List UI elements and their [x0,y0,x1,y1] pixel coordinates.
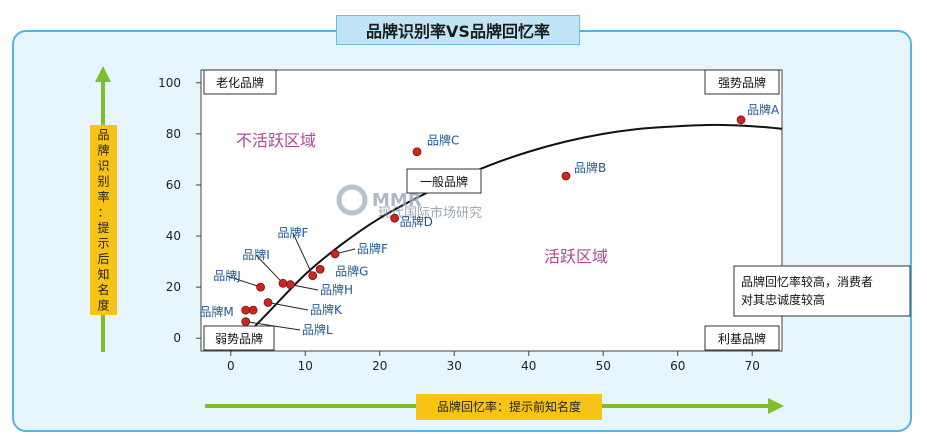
point-label: 品牌C [427,134,459,148]
point-leader-line [290,284,319,291]
data-point [315,264,325,274]
y-axis-label-char: 度 [97,298,109,313]
data-point [263,298,273,307]
x-tick-label: 20 [372,359,387,373]
y-tick-label: 0 [173,331,181,345]
region-inactive: 不活跃区域 [236,131,316,150]
watermark-logo: MMR [372,190,422,211]
y-axis-arrow-head-icon [95,66,111,82]
y-axis-label-char: 识 [97,159,109,173]
y-tick-label: 100 [158,76,181,90]
quadrant-label-strong: 强势品牌 [718,76,766,90]
data-point [248,305,258,315]
plot-area [200,69,783,352]
x-tick-label: 40 [521,359,536,373]
point-leader-line [245,321,301,331]
point-label: 品牌A [747,103,780,117]
data-point [736,115,746,125]
data-point [330,249,340,259]
y-axis-label-char: 率 [97,189,109,204]
data-point [412,147,422,157]
data-point [561,171,571,181]
point-label: 品牌G [335,264,368,278]
x-axis-label: 品牌回忆率：提示前知名度 [437,399,581,414]
point-leader-line [292,232,314,276]
point-label: 品牌H [320,283,353,297]
point-label: 品牌D [400,215,433,229]
point-label: 品牌I [242,248,270,262]
y-tick-label: 80 [166,127,181,141]
point-label: 品牌F [357,242,388,256]
x-tick-label: 0 [227,359,235,373]
data-point [285,280,295,289]
data-point [308,271,318,281]
x-tick-label: 70 [745,359,760,373]
x-tick-label: 50 [596,359,611,373]
quadrant-label-weak-box [203,325,275,351]
x-tick-label: 10 [298,359,313,373]
quadrant-label-strong-box [704,69,780,95]
data-point [256,282,265,292]
y-axis-label-char: 牌 [97,144,109,158]
note-line-1: 品牌回忆率较高，消费者 [741,274,873,289]
x-tick-label: 60 [670,359,685,373]
point-label: 品牌M [199,305,233,319]
quadrant-label-niche: 利基品牌 [718,332,766,346]
y-axis-label-box [90,125,117,315]
point-label: 品牌J [213,269,241,283]
point-leader-line [226,275,261,288]
y-axis-label-char: 品 [97,128,109,142]
quadrant-label-aging: 老化品牌 [216,76,264,90]
point-label: 品牌B [574,161,606,175]
trend-curve [230,123,783,352]
y-axis-label-char: 示 [97,237,109,251]
quadrant-label-aging-box [203,69,277,95]
quadrant-label-general: 一般品牌 [420,174,468,189]
y-tick-label: 60 [166,178,181,192]
quadrant-label-weak: 弱势品牌 [215,332,263,346]
x-tick-label: 30 [447,359,462,373]
region-active: 活跃区域 [544,247,608,266]
quadrant-label-general-box [406,168,482,194]
y-tick-label: 20 [166,280,181,294]
data-point [278,278,288,288]
point-label: 品牌L [302,323,333,337]
x-axis-arrow-head-icon [768,398,784,414]
y-tick-label: 40 [166,229,181,243]
note-line-2: 对其忠诚度较高 [741,292,825,307]
quadrant-label-niche-box [704,325,780,351]
x-axis-label-box [416,394,602,420]
point-leader-line [267,301,309,311]
y-axis-label-char: 知 [97,268,109,282]
y-axis-label-char: 后 [97,252,109,266]
point-leader-line [255,254,284,284]
y-axis-label-char: 提 [97,220,109,235]
point-label: 品牌F [278,226,309,240]
data-point [241,305,251,315]
y-axis-label-char: ： [97,206,109,220]
y-axis-label-char: 别 [97,175,109,189]
chart-title: 品牌识别率VS品牌回忆率 [336,15,580,45]
y-axis-label-char: 名 [97,282,109,297]
note-box [733,265,911,317]
watermark-text: 现代国际市场研究 [378,205,482,221]
data-point [390,213,400,223]
point-label: 品牌K [310,303,343,317]
watermark-logo-icon [336,184,368,216]
data-point [241,317,251,327]
